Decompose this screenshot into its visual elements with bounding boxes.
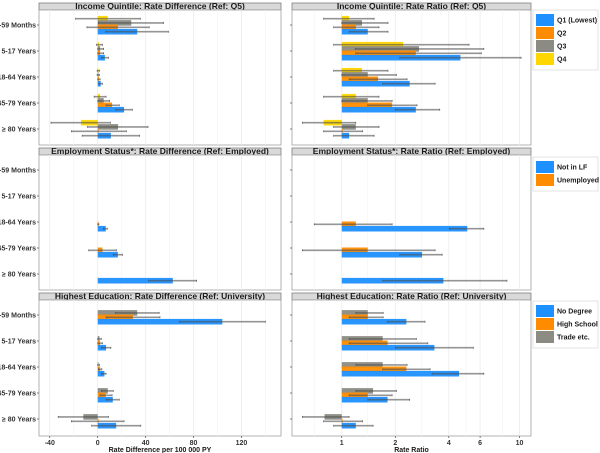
y-tick-label: 65-79 Years	[0, 246, 36, 253]
legend-label: Q2	[557, 31, 566, 38]
bar	[341, 251, 423, 258]
legend-key	[536, 318, 554, 330]
y-tick-label: ≥ 80 Years	[2, 417, 36, 424]
panel-title: Income Quintile: Rate Difference (Ref: Q…	[75, 1, 245, 11]
bar	[341, 310, 368, 316]
legend-label: High School	[557, 322, 598, 329]
legend-key	[536, 331, 554, 343]
y-tick-label: 65-79 Years	[0, 391, 36, 398]
legend-key	[536, 40, 554, 52]
x-tick-label: 2	[393, 440, 397, 447]
y-tick-label: 6-59 Months	[0, 23, 36, 30]
bar	[341, 370, 460, 377]
legend-key	[536, 14, 554, 26]
plot-area	[38, 9, 282, 146]
legend-label: Q1 (Lowest)	[557, 18, 597, 25]
legend-key	[536, 27, 554, 39]
y-tick-label: ≥ 80 Years	[2, 272, 36, 279]
x-tick-label: 6	[478, 440, 482, 447]
bar	[97, 106, 125, 113]
panel-title: Highest Education: Rate Difference (Ref:…	[55, 291, 265, 301]
y-tick-label: 18-64 Years	[0, 365, 36, 372]
plot-area	[38, 154, 282, 291]
panel-rr-2: Highest Education: Rate Ratio (Ref: Univ…	[290, 291, 532, 453]
bar	[341, 318, 407, 325]
legend-label: Trade etc.	[557, 335, 590, 342]
x-axis-title: Rate Difference per 100 000 PY	[109, 447, 212, 453]
legend-label: Unemployed	[557, 178, 599, 185]
panel-rd-1: Employment Status*: Rate Difference (Ref…	[0, 146, 282, 291]
bar	[341, 344, 435, 351]
y-tick-label: ≥ 80 Years	[2, 127, 36, 134]
bar	[97, 277, 173, 284]
bar	[97, 251, 118, 258]
y-tick-label: 65-79 Years	[0, 101, 36, 108]
panel-title: Income Quintile: Rate Ratio (Ref: Q5)	[337, 1, 486, 11]
y-tick-label: 5-17 Years	[1, 194, 36, 201]
x-tick-label: -40	[45, 440, 55, 447]
bar	[341, 396, 388, 403]
bar	[97, 225, 106, 232]
x-tick-label: 80	[190, 440, 198, 447]
panel-title: Employment Status*: Rate Difference (Ref…	[51, 146, 269, 156]
x-tick-label: 4	[447, 440, 451, 447]
bar	[97, 396, 113, 403]
bar	[341, 106, 416, 113]
x-tick-label: 10	[516, 440, 524, 447]
legend-0: Q1 (Lowest) Q2 Q3 Q4	[532, 9, 599, 71]
legend-key	[536, 53, 554, 65]
panel-rr-0: Income Quintile: Rate Ratio (Ref: Q5)	[290, 1, 532, 146]
y-tick-label: 6-59 Months	[0, 168, 36, 175]
bar	[341, 80, 410, 87]
bar	[341, 366, 407, 373]
y-tick-label: 5-17 Years	[1, 339, 36, 346]
legend-label: No Degree	[557, 309, 592, 316]
x-tick-label: 40	[142, 440, 150, 447]
bar	[341, 102, 393, 109]
panel-rd-0: Income Quintile: Rate Difference (Ref: Q…	[0, 1, 282, 146]
legend-label: Not in LF	[557, 165, 588, 172]
bar	[97, 318, 223, 325]
x-tick-label: 0	[96, 440, 100, 447]
plot-area	[291, 299, 532, 437]
panel-title: Highest Education: Rate Ratio (Ref: Univ…	[317, 291, 507, 301]
legend-1: Not in LF Unemployed	[532, 156, 599, 192]
bar	[341, 225, 468, 232]
legend-key	[536, 305, 554, 317]
panel-rd-2: Highest Education: Rate Difference (Ref:…	[0, 291, 282, 453]
x-tick-label: 120	[236, 440, 248, 447]
legend-label: Q3	[557, 44, 566, 51]
y-tick-label: 6-59 Months	[0, 313, 36, 320]
panel-rr-1: Employment Status*: Rate Ratio (Ref: Emp…	[290, 146, 532, 291]
x-tick-label: 1	[340, 440, 344, 447]
legend-label: Q4	[557, 57, 566, 64]
legend-key	[536, 161, 554, 173]
legend-2: No Degree High School Trade etc.	[532, 300, 599, 349]
y-tick-label: 5-17 Years	[1, 49, 36, 56]
legend-key	[536, 174, 554, 186]
x-axis-title: Rate Ratio	[394, 447, 429, 453]
panel-title: Employment Status*: Rate Ratio (Ref: Emp…	[313, 146, 511, 156]
plot-area	[291, 154, 532, 291]
y-tick-label: 18-64 Years	[0, 220, 36, 227]
y-tick-label: 18-64 Years	[0, 75, 36, 82]
bar	[97, 102, 113, 109]
